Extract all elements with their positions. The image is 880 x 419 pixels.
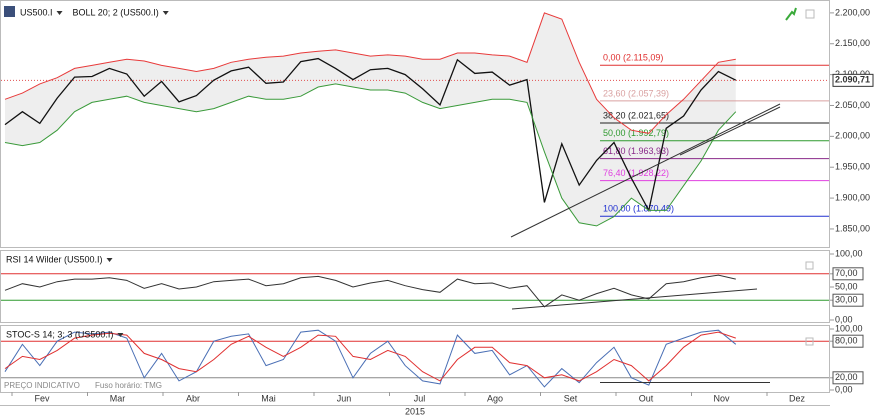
x-tick-label: Mar	[110, 393, 126, 403]
y-tick-label: 80,00	[835, 336, 858, 346]
window-icon[interactable]	[805, 261, 814, 270]
fib-label: 50,00 (1.992,79)	[603, 128, 669, 138]
panel-title: STOC-S 14; 3; 3 (US500.I)	[6, 329, 113, 339]
series-line	[4, 83, 737, 227]
stoch-panel	[0, 325, 830, 393]
x-tick-label: Ago	[487, 393, 503, 403]
y-tick-label: 0,00	[835, 384, 853, 394]
window-icon[interactable]	[805, 9, 815, 19]
y-tick-label: 100,00	[835, 248, 863, 258]
trend-line	[511, 288, 758, 310]
panel-title: RSI 14 Wilder (US500.I)	[6, 254, 103, 264]
panel-title: US500.I	[20, 7, 53, 17]
fib-label: 0,00 (2.115,09)	[603, 53, 663, 63]
series-line	[4, 331, 736, 382]
window-icon[interactable]	[805, 337, 814, 346]
y-tick-label: 50,00	[835, 281, 858, 291]
series-line	[4, 12, 736, 134]
footer-right: Fuso horário: TMG	[95, 381, 162, 390]
y-tick-label: 1.850,00	[835, 223, 870, 233]
y-tick-box	[832, 293, 864, 307]
last-price-label: 2.090,71	[835, 75, 870, 85]
y-tick-label: 0,00	[835, 314, 853, 324]
x-tick-label: Jul	[414, 393, 426, 403]
y-tick-label: 70,00	[835, 268, 858, 278]
y-tick-box	[832, 334, 864, 348]
main-panel	[0, 0, 830, 248]
symbol-icon[interactable]	[4, 6, 15, 17]
year-label: 2015	[405, 406, 425, 416]
x-tick-label: Set	[564, 393, 578, 403]
series-line	[4, 57, 737, 213]
series-line	[4, 329, 737, 388]
y-tick-label: 30,00	[835, 295, 858, 305]
x-tick-label: Jun	[337, 393, 352, 403]
x-tick-label: Abr	[186, 393, 200, 403]
rsi-panel	[0, 250, 830, 323]
indicator-label: BOLL 20; 2 (US500.I)	[73, 7, 159, 17]
y-tick-label: 2.000,00	[835, 131, 870, 141]
x-tick-label: Out	[639, 393, 654, 403]
x-tick-label: Fev	[34, 393, 50, 403]
y-tick-label: 2.200,00	[835, 7, 870, 17]
y-tick-label: 1.950,00	[835, 162, 870, 172]
fib-label: 38,20 (2.021,65)	[603, 110, 669, 120]
trend-icon[interactable]	[785, 7, 797, 21]
y-tick-box	[832, 267, 864, 281]
dropdown-icon[interactable]	[56, 11, 63, 15]
y-tick-label: 2.050,00	[835, 100, 870, 110]
dropdown-icon[interactable]	[117, 333, 124, 337]
y-tick-label: 20,00	[835, 372, 858, 382]
y-tick-label: 1.900,00	[835, 192, 870, 202]
fib-label: 76,40 (1.928,22)	[603, 168, 669, 178]
trend-line	[679, 106, 781, 156]
last-price-box	[832, 73, 874, 87]
footer-left: PREÇO INDICATIVO	[4, 381, 80, 390]
y-tick-box	[832, 371, 864, 385]
fib-label: 100,00 (1.870,49)	[603, 204, 674, 214]
series-line	[4, 274, 736, 308]
layers: 1.850,00 1.900,00 1.950,00 2.000,00 2.050,00…	[1, 7, 874, 403]
x-tick-label: Dez	[789, 393, 806, 403]
trend-line	[510, 103, 781, 238]
fib-label: 61,80 (1.963,93)	[603, 146, 669, 156]
y-tick-label: 2.150,00	[835, 38, 870, 48]
dropdown-icon[interactable]	[162, 11, 169, 15]
x-tick-label: Mai	[261, 393, 276, 403]
x-tick-label: Nov	[713, 393, 730, 403]
y-tick-label: 100,00	[835, 323, 863, 333]
fib-label: 23,60 (2.057,39)	[603, 88, 669, 98]
dropdown-icon[interactable]	[106, 258, 113, 262]
